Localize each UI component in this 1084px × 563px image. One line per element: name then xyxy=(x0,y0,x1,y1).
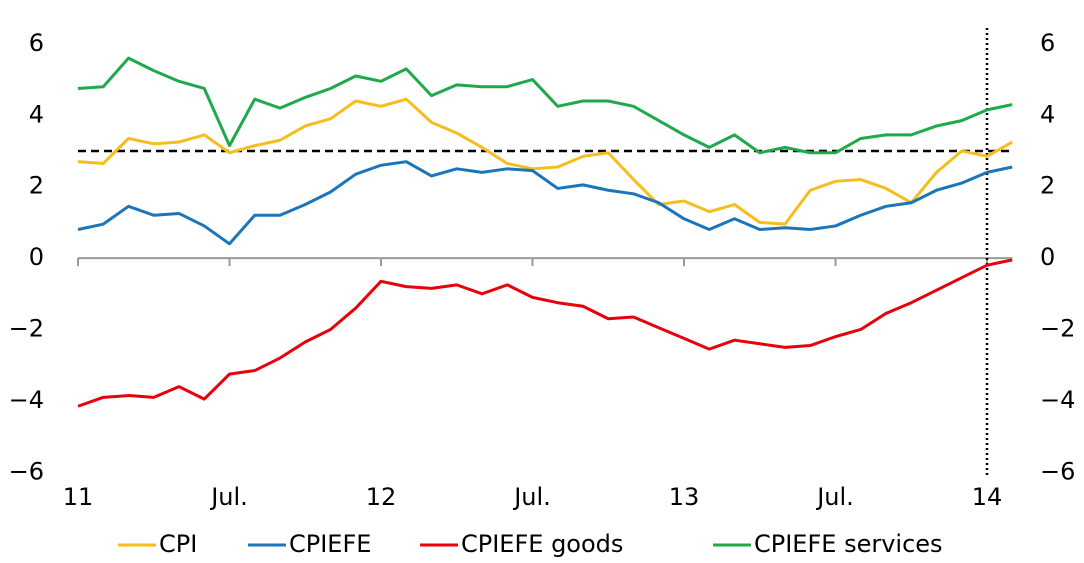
series-line xyxy=(77,56,1013,155)
y2-tick-label: 6 xyxy=(1040,29,1055,57)
x-tick-label: 11 xyxy=(63,483,94,511)
x-tick-label: 13 xyxy=(669,483,700,511)
legend-label: CPI xyxy=(159,530,197,558)
series-line xyxy=(77,258,1013,408)
y2-tick-label: −2 xyxy=(1040,314,1075,342)
legend-label: CPIEFE xyxy=(289,530,371,558)
legend-label: CPIEFE goods xyxy=(461,530,623,558)
x-tick-label: Jul. xyxy=(815,483,854,511)
x-tick-label: Jul. xyxy=(512,483,551,511)
x-tick-label: 14 xyxy=(972,483,1003,511)
x-tick-label: Jul. xyxy=(209,483,248,511)
y2-tick-label: 2 xyxy=(1040,172,1055,200)
y2-tick-label: 0 xyxy=(1040,243,1055,271)
y-tick-label: 2 xyxy=(29,172,44,200)
y-tick-label: 4 xyxy=(29,100,44,128)
y2-tick-label: −6 xyxy=(1040,457,1075,485)
y-tick-label: 0 xyxy=(29,243,44,271)
series-line xyxy=(77,97,1013,226)
x-tick-label: 12 xyxy=(366,483,397,511)
y2-tick-label: −4 xyxy=(1040,386,1075,414)
y2-tick-label: 4 xyxy=(1040,100,1055,128)
y-tick-label: −2 xyxy=(9,314,44,342)
legend-label: CPIEFE services xyxy=(754,530,943,558)
series-line xyxy=(77,160,1013,246)
y-tick-label: −6 xyxy=(9,457,44,485)
y-tick-label: −4 xyxy=(9,386,44,414)
y-tick-label: 6 xyxy=(29,29,44,57)
